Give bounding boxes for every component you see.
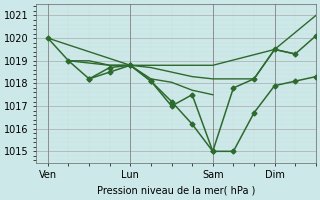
X-axis label: Pression niveau de la mer( hPa ): Pression niveau de la mer( hPa ) — [97, 186, 255, 196]
